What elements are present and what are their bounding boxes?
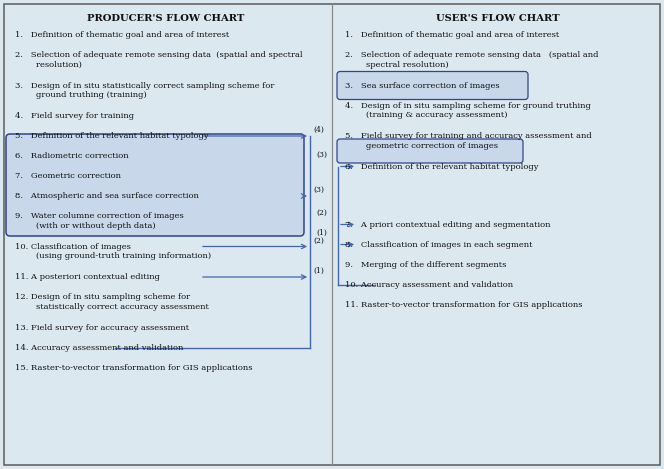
Text: 9.   Water columne correction of images
        (with or without depth data): 9. Water columne correction of images (w… — [15, 212, 184, 230]
Text: 4.   Design of in situ sampling scheme for ground truthing
        (training & a: 4. Design of in situ sampling scheme for… — [345, 101, 591, 119]
Text: (2): (2) — [313, 236, 324, 244]
Text: 9.   Merging of the different segments: 9. Merging of the different segments — [345, 260, 507, 268]
Text: 10. Classification of images
        (using ground-truth training information): 10. Classification of images (using grou… — [15, 242, 211, 260]
Text: 12. Design of in situ sampling scheme for
        statistically correct accuracy: 12. Design of in situ sampling scheme fo… — [15, 293, 209, 311]
Text: 14. Accuracy assessment and validation: 14. Accuracy assessment and validation — [15, 343, 183, 351]
Text: 15. Raster-to-vector transformation for GIS applications: 15. Raster-to-vector transformation for … — [15, 363, 252, 371]
Text: (1): (1) — [316, 228, 327, 236]
FancyBboxPatch shape — [6, 134, 304, 236]
Text: 7.   Geometric correction: 7. Geometric correction — [15, 172, 121, 180]
Text: 5.   Field survey for training and accuracy assessment and
        geometric cor: 5. Field survey for training and accurac… — [345, 132, 592, 150]
Text: 11. Raster-to-vector transformation for GIS applications: 11. Raster-to-vector transformation for … — [345, 301, 582, 309]
Text: (1): (1) — [313, 267, 324, 275]
FancyBboxPatch shape — [337, 71, 528, 99]
Text: (4): (4) — [313, 126, 324, 134]
Text: PRODUCER'S FLOW CHART: PRODUCER'S FLOW CHART — [87, 14, 245, 23]
Text: 6.   Radiometric correction: 6. Radiometric correction — [15, 152, 129, 160]
Text: 5.   Definition of the relevant habitat typology: 5. Definition of the relevant habitat ty… — [15, 132, 208, 140]
Text: 11. A posteriori contextual editing: 11. A posteriori contextual editing — [15, 273, 160, 281]
Text: (3): (3) — [316, 151, 327, 159]
Text: 4.   Field survey for training: 4. Field survey for training — [15, 112, 134, 120]
Text: 1.   Definition of thematic goal and area of interest: 1. Definition of thematic goal and area … — [15, 31, 229, 39]
Text: (2): (2) — [316, 209, 327, 217]
FancyBboxPatch shape — [337, 139, 523, 163]
Text: 13. Field survey for accuracy assessment: 13. Field survey for accuracy assessment — [15, 324, 189, 332]
Text: USER'S FLOW CHART: USER'S FLOW CHART — [436, 14, 560, 23]
Text: 2.   Selection of adequate remote sensing data  (spatial and spectral
        re: 2. Selection of adequate remote sensing … — [15, 51, 303, 69]
Text: 8.   Classification of images in each segment: 8. Classification of images in each segm… — [345, 241, 533, 249]
Text: 10. Accuracy assessment and validation: 10. Accuracy assessment and validation — [345, 280, 513, 288]
Text: (3): (3) — [313, 186, 324, 194]
Text: 6.   Definition of the relevant habitat typology: 6. Definition of the relevant habitat ty… — [345, 162, 539, 171]
Text: 7.   A priori contextual editing and segmentation: 7. A priori contextual editing and segme… — [345, 220, 550, 228]
Text: 3.   Sea surface correction of images: 3. Sea surface correction of images — [345, 82, 499, 90]
Text: 1.   Definition of thematic goal and area of interest: 1. Definition of thematic goal and area … — [345, 31, 559, 39]
Text: 3.   Design of in situ statistically correct sampling scheme for
        ground : 3. Design of in situ statistically corre… — [15, 82, 274, 99]
Text: 8.   Atmospheric and sea surface correction: 8. Atmospheric and sea surface correctio… — [15, 192, 199, 200]
Text: 2.   Selection of adequate remote sensing data   (spatial and
        spectral r: 2. Selection of adequate remote sensing … — [345, 51, 598, 69]
